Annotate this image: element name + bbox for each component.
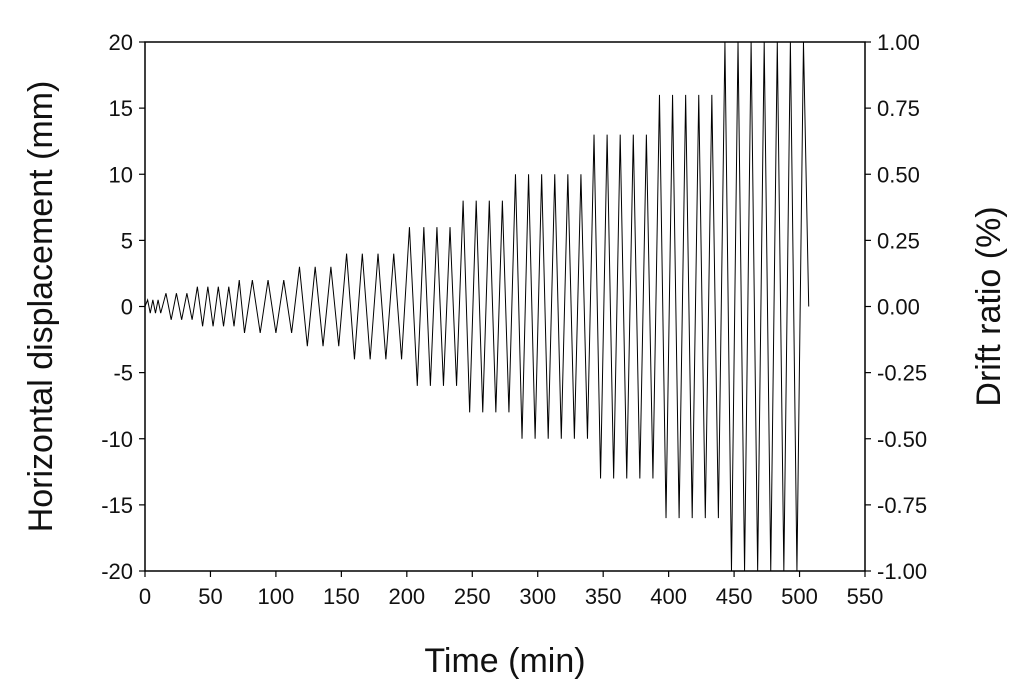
y2-tick-label: -0.25 bbox=[877, 361, 927, 386]
x-tick-label: 50 bbox=[198, 584, 222, 609]
x-tick-label: 100 bbox=[258, 584, 295, 609]
series-line-0 bbox=[145, 42, 810, 571]
y2-axis-title: Drift ratio (%) bbox=[970, 206, 1008, 406]
series-layer bbox=[145, 42, 810, 571]
y2-tick-label: 0.25 bbox=[877, 228, 920, 253]
x-tick-label: 400 bbox=[650, 584, 687, 609]
y2-tick-label: 0.00 bbox=[877, 295, 920, 320]
y-axis-title: Horizontal displacement (mm) bbox=[22, 81, 60, 533]
y2-tick-label: -0.75 bbox=[877, 493, 927, 518]
labels-layer: 0 50 100 150 200 250 300 350 400 450 500 550-20-15-… bbox=[101, 30, 927, 609]
y2-tick-label: 1.00 bbox=[877, 30, 920, 55]
y-tick-label: 10 bbox=[109, 162, 133, 187]
x-tick-label: 450 bbox=[716, 584, 753, 609]
y2-tick-label: 0.50 bbox=[877, 162, 920, 187]
x-tick-label: 0 bbox=[139, 584, 151, 609]
y-tick-label: 0 bbox=[121, 295, 133, 320]
y2-tick-label: 0.75 bbox=[877, 96, 920, 121]
y-tick-label: 20 bbox=[109, 30, 133, 55]
y-tick-label: -10 bbox=[101, 427, 133, 452]
ticks-layer bbox=[139, 41, 871, 577]
x-axis-title: Time (min) bbox=[424, 642, 585, 680]
y-tick-label: 5 bbox=[121, 228, 133, 253]
y2-tick-label: -0.50 bbox=[877, 427, 927, 452]
y-tick-label: -20 bbox=[101, 559, 133, 584]
y-tick-label: 15 bbox=[109, 96, 133, 121]
x-tick-label: 250 bbox=[454, 584, 491, 609]
x-tick-label: 150 bbox=[323, 584, 360, 609]
y-tick-label: -15 bbox=[101, 493, 133, 518]
x-tick-label: 350 bbox=[585, 584, 622, 609]
x-tick-label: 500 bbox=[781, 584, 818, 609]
y-tick-label: -5 bbox=[113, 361, 133, 386]
x-tick-label: 300 bbox=[519, 584, 556, 609]
x-tick-label: 200 bbox=[388, 584, 425, 609]
y2-tick-label: -1.00 bbox=[877, 559, 927, 584]
x-tick-label: 550 bbox=[847, 584, 884, 609]
